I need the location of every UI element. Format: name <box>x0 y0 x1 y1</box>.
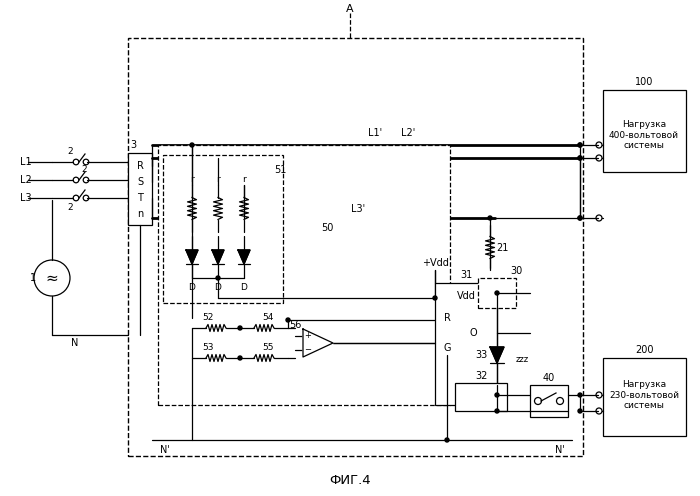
Circle shape <box>238 326 242 330</box>
Circle shape <box>578 409 582 413</box>
Text: 30: 30 <box>510 266 522 276</box>
Text: r: r <box>190 176 194 185</box>
Text: 33: 33 <box>475 350 487 360</box>
Text: L2: L2 <box>20 175 32 185</box>
Text: 2: 2 <box>67 202 73 211</box>
Circle shape <box>578 156 582 160</box>
Bar <box>478 278 516 308</box>
Text: r: r <box>242 176 246 185</box>
Circle shape <box>190 143 194 147</box>
Text: L3: L3 <box>20 193 32 203</box>
Text: 31: 31 <box>460 270 472 280</box>
Text: 200: 200 <box>635 345 653 355</box>
Text: D: D <box>188 283 195 292</box>
Text: 50: 50 <box>321 223 333 233</box>
Circle shape <box>578 143 582 147</box>
Circle shape <box>578 393 582 397</box>
Text: A: A <box>346 4 354 14</box>
Text: L3': L3' <box>351 204 365 214</box>
Text: N': N' <box>555 445 565 455</box>
Bar <box>128 153 152 225</box>
Text: L2': L2' <box>401 128 415 138</box>
Circle shape <box>286 318 290 322</box>
Text: 100: 100 <box>635 77 653 87</box>
Circle shape <box>488 216 492 220</box>
Text: +Vdd: +Vdd <box>421 258 449 268</box>
Bar <box>158 145 450 405</box>
Text: R: R <box>136 161 144 171</box>
Text: 3: 3 <box>130 140 136 150</box>
Text: 2: 2 <box>67 146 73 156</box>
Text: 52: 52 <box>202 313 214 322</box>
Bar <box>163 155 283 303</box>
Text: ≈: ≈ <box>46 270 58 286</box>
Text: ФИГ.4: ФИГ.4 <box>329 474 371 487</box>
Circle shape <box>495 393 499 397</box>
Circle shape <box>216 276 220 280</box>
Text: G: G <box>443 343 451 353</box>
Circle shape <box>578 216 582 220</box>
Bar <box>603 358 686 436</box>
Text: 56: 56 <box>289 320 301 330</box>
Circle shape <box>238 356 242 360</box>
Text: 53: 53 <box>202 344 214 353</box>
Text: 1: 1 <box>30 273 36 283</box>
Text: +: + <box>304 331 312 340</box>
Text: L1': L1' <box>368 128 382 138</box>
Bar <box>435 283 497 405</box>
Text: Vdd: Vdd <box>456 291 475 301</box>
Text: 54: 54 <box>262 313 274 322</box>
Text: 32: 32 <box>475 371 487 381</box>
Circle shape <box>578 143 582 147</box>
Text: R: R <box>444 313 450 323</box>
Text: S: S <box>137 177 143 187</box>
Circle shape <box>495 409 499 413</box>
Text: r: r <box>216 176 220 185</box>
Bar <box>455 383 507 411</box>
Text: 21: 21 <box>496 243 508 253</box>
Text: 51: 51 <box>274 165 286 175</box>
Text: 2: 2 <box>81 165 87 174</box>
Circle shape <box>433 296 437 300</box>
Text: −: − <box>304 346 312 355</box>
Text: Нагрузка
230-вольтовой
системы: Нагрузка 230-вольтовой системы <box>609 380 679 410</box>
Text: D: D <box>241 283 247 292</box>
Text: T: T <box>137 193 143 203</box>
Text: 55: 55 <box>262 344 274 353</box>
Text: D: D <box>215 283 221 292</box>
Polygon shape <box>303 329 333 357</box>
Text: zzz: zzz <box>515 356 528 365</box>
Bar <box>128 38 583 456</box>
Text: L1: L1 <box>20 157 32 167</box>
Text: 40: 40 <box>543 373 555 383</box>
Circle shape <box>495 291 499 295</box>
Text: Нагрузка
400-вольтовой
системы: Нагрузка 400-вольтовой системы <box>609 120 679 150</box>
Circle shape <box>578 216 582 220</box>
Text: N': N' <box>160 445 170 455</box>
Polygon shape <box>186 250 198 264</box>
Text: N: N <box>71 338 78 348</box>
Polygon shape <box>238 250 250 264</box>
Text: n: n <box>137 209 143 219</box>
Circle shape <box>445 438 449 442</box>
Text: O: O <box>469 328 477 338</box>
Bar <box>603 90 686 172</box>
Circle shape <box>578 156 582 160</box>
Polygon shape <box>212 250 224 264</box>
Polygon shape <box>490 347 504 363</box>
Bar <box>530 385 568 417</box>
